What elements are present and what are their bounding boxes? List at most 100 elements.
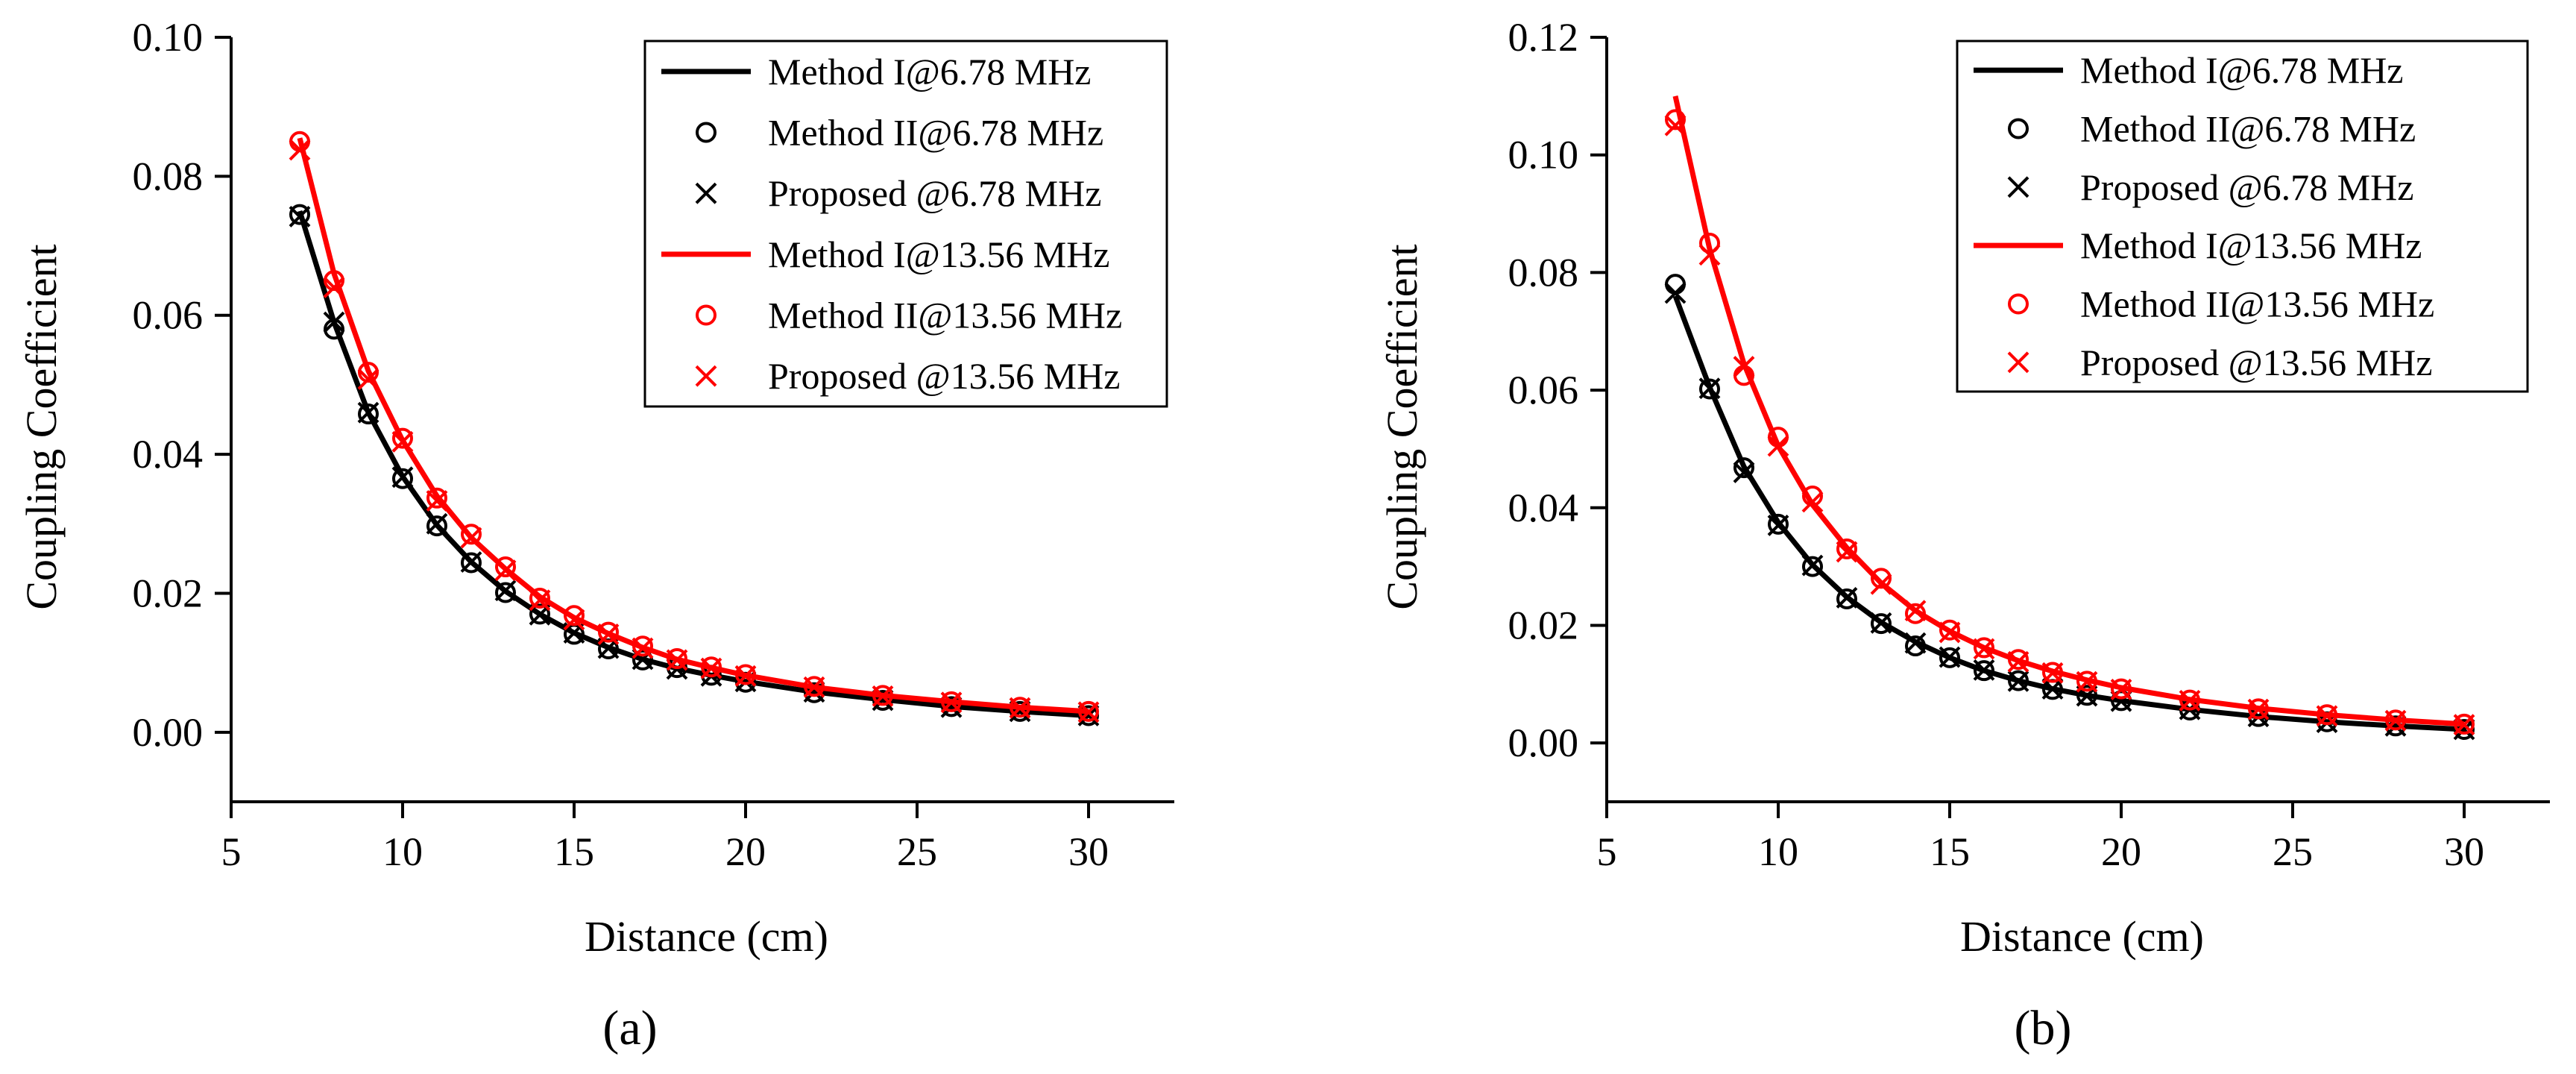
legend-label: Method I@6.78 MHz — [768, 51, 1092, 92]
data-point — [1871, 613, 1892, 635]
data-point — [1664, 114, 1687, 136]
data-point — [391, 466, 414, 489]
data-point — [461, 524, 482, 545]
data-point — [804, 676, 825, 697]
legend-marker-swatch — [696, 122, 717, 143]
data-point — [2385, 709, 2406, 731]
data-point — [2111, 678, 2132, 700]
legend-marker-swatch — [696, 304, 717, 326]
series-proposed-13-56-mhz — [1664, 114, 2475, 736]
data-point — [1733, 457, 1754, 479]
x-tick-label: 10 — [382, 829, 423, 874]
data-point — [632, 635, 653, 657]
data-point — [1768, 513, 1789, 535]
y-tick-label: 0.08 — [133, 154, 204, 198]
data-point — [632, 649, 653, 671]
data-point — [1699, 232, 1720, 254]
data-point — [1733, 462, 1755, 483]
data-point — [357, 368, 380, 390]
data-point — [1939, 619, 1960, 641]
data-point — [1870, 612, 1892, 634]
data-point — [1904, 632, 1927, 654]
legend-label: Method I@13.56 MHz — [2080, 224, 2422, 266]
data-point — [2076, 671, 2097, 692]
data-point — [2247, 698, 2270, 720]
x-axis-title: Distance (cm) — [585, 912, 828, 961]
legend: Method I@6.78 MHz Method II@6.78 MHz Propo… — [643, 40, 1168, 408]
legend-marker-swatch — [695, 365, 717, 387]
y-tick-label: 0.06 — [1508, 368, 1579, 412]
data-point — [598, 621, 619, 643]
data-point — [2076, 671, 2098, 693]
data-point — [564, 605, 585, 626]
legend-label: Method II@13.56 MHz — [768, 295, 1122, 336]
data-point — [357, 401, 380, 424]
data-point — [494, 580, 517, 602]
legend-marker-swatch — [2007, 176, 2029, 198]
data-point — [2111, 690, 2132, 712]
data-point — [2007, 650, 2029, 673]
y-tick-label: 0.12 — [1508, 15, 1579, 60]
legend-marker-swatch — [2008, 293, 2029, 315]
data-point — [426, 490, 448, 512]
data-point — [529, 589, 551, 612]
data-point — [289, 205, 311, 227]
data-point — [2007, 670, 2029, 692]
y-tick-label: 0.06 — [133, 293, 204, 338]
y-tick-label: 0.10 — [1508, 133, 1579, 178]
legend-label: Proposed @6.78 MHz — [768, 172, 1101, 214]
data-point — [1801, 554, 1824, 577]
data-point — [1905, 635, 1926, 657]
data-point — [1870, 573, 1892, 595]
data-point — [2042, 662, 2063, 683]
data-point — [1801, 491, 1824, 513]
data-point — [529, 603, 550, 625]
data-point — [803, 676, 825, 698]
data-point — [1973, 638, 1995, 660]
y-axis-title: Coupling Coefficient — [1378, 244, 1426, 609]
data-point — [460, 527, 482, 549]
x-tick-label: 5 — [1597, 829, 1617, 874]
legend-box — [1956, 40, 2529, 393]
data-point — [940, 691, 963, 714]
y-tick-label: 0.00 — [1508, 720, 1579, 765]
x-axis-title: Distance (cm) — [1960, 912, 2204, 961]
data-point — [289, 139, 311, 161]
data-point — [701, 656, 722, 678]
data-point — [495, 582, 516, 603]
data-point — [1905, 603, 1926, 624]
data-point — [734, 665, 757, 687]
data-point — [426, 487, 447, 509]
data-point — [426, 515, 447, 537]
data-point — [1665, 274, 1686, 295]
x-tick-label: 25 — [2273, 829, 2313, 874]
data-point — [2453, 714, 2475, 736]
y-tick-label: 0.02 — [1508, 603, 1579, 647]
data-point — [2008, 649, 2029, 671]
series-method-ii-13-56-mhz — [1665, 109, 2475, 735]
data-point — [1871, 568, 1892, 589]
y-tick-label: 0.04 — [133, 432, 204, 477]
data-point — [460, 551, 482, 573]
panel-label: (a) — [602, 1001, 657, 1055]
legend-label: Proposed @13.56 MHz — [768, 355, 1120, 397]
data-point — [597, 624, 620, 645]
data-point — [872, 685, 893, 706]
data-point — [2076, 685, 2097, 706]
data-point — [2041, 662, 2064, 684]
data-point — [2179, 689, 2201, 712]
legend-box — [643, 40, 1168, 408]
legend-marker-swatch — [695, 182, 717, 204]
data-point — [1698, 244, 1721, 266]
data-point — [2316, 705, 2338, 727]
data-point — [2317, 704, 2337, 726]
data-point — [529, 587, 550, 609]
data-point — [2179, 689, 2200, 711]
data-point — [1767, 515, 1789, 536]
data-point — [941, 691, 962, 712]
data-point — [494, 559, 517, 582]
data-point — [2454, 713, 2475, 735]
data-point — [1767, 435, 1789, 457]
x-tick-label: 20 — [2101, 829, 2141, 874]
data-point — [1836, 538, 1857, 559]
